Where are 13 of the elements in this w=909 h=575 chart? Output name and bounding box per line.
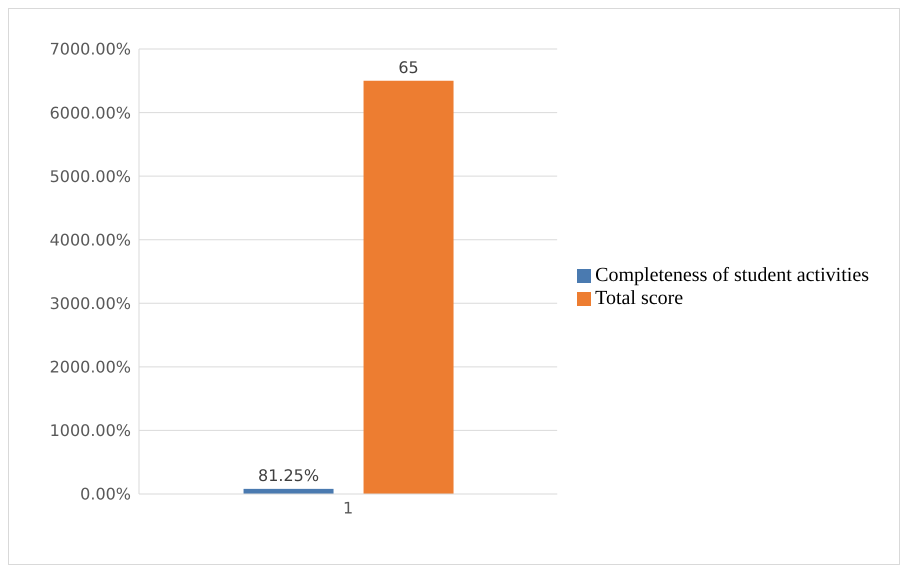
legend-label: Total score (595, 286, 684, 308)
data-label: 65 (398, 58, 419, 77)
y-tick-label: 7000.00% (50, 40, 131, 59)
legend-label: Completeness of student activities (595, 264, 869, 286)
y-tick-label: 4000.00% (50, 230, 131, 250)
y-tick-label: 5000.00% (50, 166, 131, 186)
y-tick-label: 2000.00% (50, 358, 131, 377)
y-tick-label: 6000.00% (50, 103, 131, 122)
x-tick-label: 1 (342, 498, 354, 518)
y-tick-label: 3000.00% (50, 294, 131, 313)
y-tick-label: 1000.00% (50, 421, 131, 440)
y-tick-label: 0.00% (80, 484, 131, 504)
data-label: 81.25% (258, 466, 320, 485)
